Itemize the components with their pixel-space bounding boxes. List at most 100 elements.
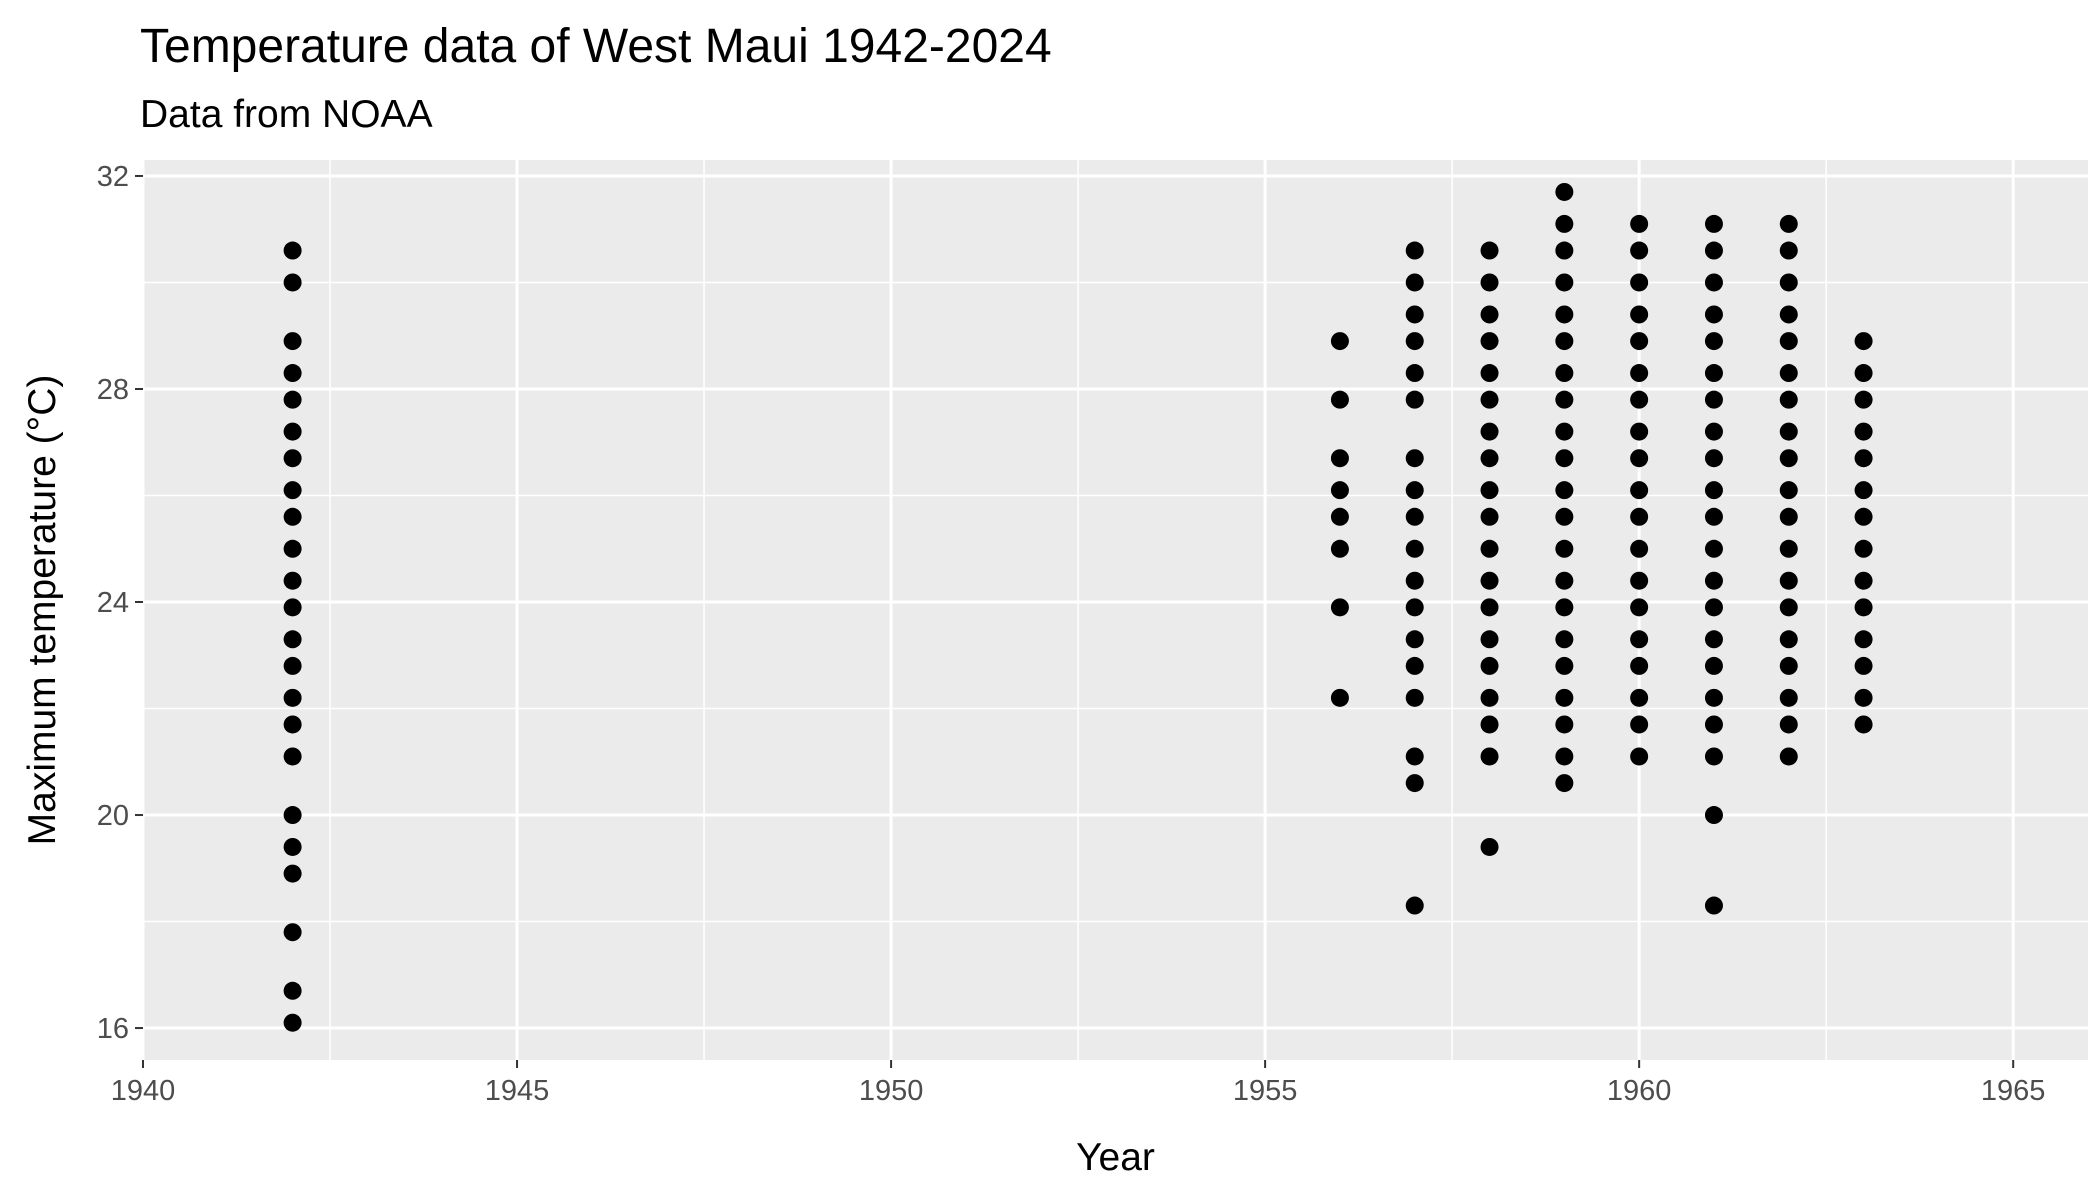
y-tick-label: 16	[97, 1013, 129, 1045]
data-point	[1630, 449, 1649, 468]
data-point	[1779, 241, 1798, 260]
data-point	[1330, 688, 1349, 707]
data-point	[1854, 390, 1873, 409]
data-point	[1630, 656, 1649, 675]
data-point	[1779, 364, 1798, 383]
data-point	[1555, 182, 1574, 201]
data-point	[1405, 896, 1424, 915]
data-point	[283, 507, 302, 526]
data-points	[283, 182, 1873, 1032]
data-point	[1854, 571, 1873, 590]
y-axis: 16 20 24 28 32	[97, 161, 143, 1045]
data-point	[1779, 214, 1798, 233]
data-point	[1405, 598, 1424, 617]
grid-minor	[143, 160, 2088, 1060]
data-point	[1330, 598, 1349, 617]
data-point	[1330, 481, 1349, 500]
data-point	[1779, 598, 1798, 617]
y-tick-label: 28	[97, 374, 129, 406]
data-point	[1779, 305, 1798, 324]
data-point	[1480, 688, 1499, 707]
data-point	[1480, 656, 1499, 675]
data-point	[1480, 305, 1499, 324]
data-point	[1630, 630, 1649, 649]
data-point	[1779, 390, 1798, 409]
data-point	[1630, 364, 1649, 383]
data-point	[1704, 896, 1723, 915]
data-point	[283, 390, 302, 409]
data-point	[1630, 481, 1649, 500]
data-point	[1405, 656, 1424, 675]
data-point	[1854, 630, 1873, 649]
data-point	[1854, 598, 1873, 617]
data-point	[1704, 214, 1723, 233]
data-point	[1405, 571, 1424, 590]
data-point	[1480, 539, 1499, 558]
data-point	[1779, 656, 1798, 675]
data-point	[1555, 241, 1574, 260]
data-point	[1704, 688, 1723, 707]
data-point	[1405, 241, 1424, 260]
data-point	[1405, 332, 1424, 351]
data-point	[1779, 571, 1798, 590]
data-point	[1405, 539, 1424, 558]
data-point	[1779, 273, 1798, 292]
data-point	[1630, 305, 1649, 324]
data-point	[1480, 390, 1499, 409]
data-point	[1480, 630, 1499, 649]
data-point	[1405, 305, 1424, 324]
y-tick-label: 32	[97, 161, 129, 193]
data-point	[283, 273, 302, 292]
data-point	[1854, 422, 1873, 441]
x-axis: 1940 1945 1950 1955 1960 1965	[111, 1060, 2045, 1107]
data-point	[1630, 571, 1649, 590]
data-point	[1779, 688, 1798, 707]
data-point	[1555, 481, 1574, 500]
data-point	[283, 864, 302, 883]
data-point	[1704, 390, 1723, 409]
data-point	[283, 449, 302, 468]
y-tick-label: 20	[97, 800, 129, 832]
data-point	[1854, 332, 1873, 351]
data-point	[1480, 364, 1499, 383]
data-point	[1555, 449, 1574, 468]
data-point	[283, 656, 302, 675]
data-point	[1330, 507, 1349, 526]
data-point	[283, 923, 302, 942]
data-point	[1555, 390, 1574, 409]
data-point	[283, 806, 302, 825]
data-point	[1704, 481, 1723, 500]
data-point	[1779, 715, 1798, 734]
data-point	[1630, 390, 1649, 409]
data-point	[1405, 747, 1424, 766]
data-point	[1704, 630, 1723, 649]
data-point	[1704, 571, 1723, 590]
data-point	[1854, 481, 1873, 500]
data-point	[1630, 539, 1649, 558]
data-point	[1704, 806, 1723, 825]
data-point	[1854, 715, 1873, 734]
data-point	[1555, 598, 1574, 617]
data-point	[1480, 449, 1499, 468]
data-point	[283, 630, 302, 649]
x-tick-label: 1940	[111, 1075, 176, 1107]
x-tick-label: 1950	[859, 1075, 924, 1107]
data-point	[1630, 747, 1649, 766]
data-point	[1480, 241, 1499, 260]
data-point	[1405, 774, 1424, 793]
data-point	[1555, 422, 1574, 441]
data-point	[1405, 364, 1424, 383]
data-point	[1405, 688, 1424, 707]
data-point	[1480, 273, 1499, 292]
data-point	[1779, 449, 1798, 468]
data-point	[1480, 571, 1499, 590]
data-point	[1704, 747, 1723, 766]
grid-major	[141, 160, 2088, 1060]
data-point	[1704, 305, 1723, 324]
data-point	[1630, 332, 1649, 351]
data-point	[1405, 481, 1424, 500]
data-point	[1704, 539, 1723, 558]
data-point	[283, 332, 302, 351]
data-point	[1480, 715, 1499, 734]
data-point	[283, 715, 302, 734]
